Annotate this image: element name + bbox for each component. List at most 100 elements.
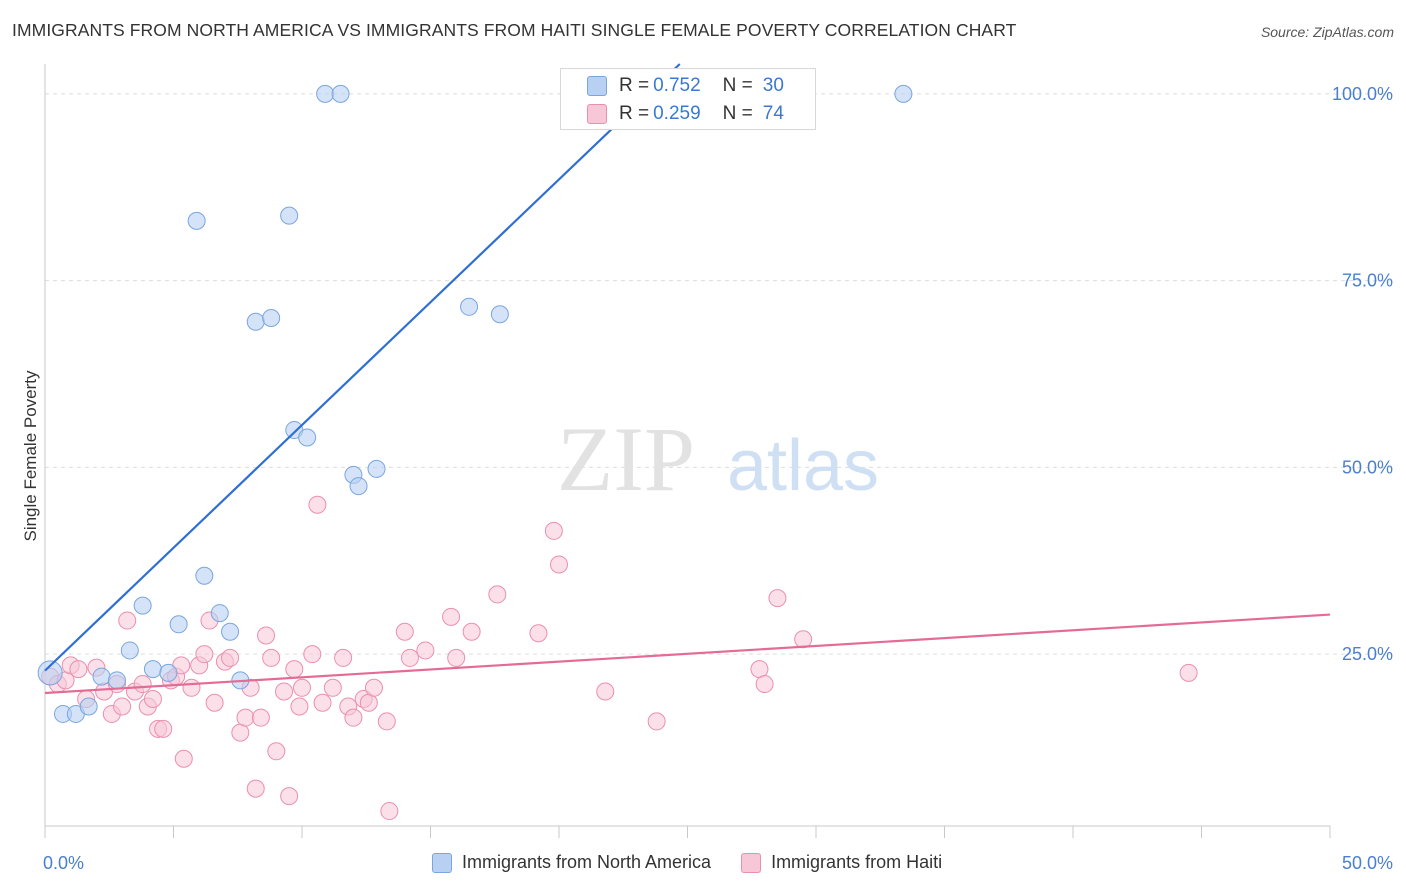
y-axis-label: Single Female Poverty [21,370,40,542]
haiti-point [246,779,265,798]
haiti-point [308,495,327,514]
haiti-point [285,660,304,679]
haiti-point [400,648,419,667]
haiti-point [462,622,481,641]
haiti-point [143,690,162,708]
haiti-point [221,648,240,667]
grid-lines [45,93,1392,655]
haiti-point [416,641,435,660]
haiti-point [267,742,286,761]
stats-row-haiti: R = 0.259 N = 74 [587,103,784,125]
north-america-point [169,615,188,634]
haiti-point [488,585,507,604]
north-america-point [490,305,509,324]
north-america-point [120,641,139,660]
haiti-point [154,719,173,738]
north-america-point [143,660,162,679]
legend-item-haiti[interactable]: Immigrants from Haiti [741,852,942,873]
haiti-point [447,648,466,667]
stats-row-north-america: R = 0.752 N = 30 [587,75,784,97]
haiti-point [344,708,363,727]
haiti-point [313,693,332,712]
haiti-trend-line [44,613,1331,695]
haiti-point [380,802,399,821]
haiti-legend-label: Immigrants from Haiti [771,852,943,872]
x-tick-label-min: 0.0% [43,853,84,873]
haiti-r-value: 0.259 [653,103,701,124]
haiti-n-value: 74 [762,103,784,124]
north-america-point [37,660,63,686]
x-tick-label-max: 50.0% [1342,853,1393,873]
north-america-r-value: 0.752 [653,75,701,96]
haiti-point [231,723,250,742]
north-america-point [159,663,178,682]
haiti-point [750,660,769,679]
n-label: N = [722,103,753,124]
bottom-legend: Immigrants from North America Immigrants… [432,852,972,873]
haiti-point [251,708,270,727]
north-america-point [133,596,152,615]
haiti-point [257,626,276,645]
north-america-legend-swatch [432,852,452,873]
haiti-point [303,645,322,664]
north-america-point [280,206,299,225]
stats-legend: R = 0.752 N = 30 R = 0.259 N = 74 [560,68,816,130]
haiti-point [113,697,132,716]
source-label: Source: ZipAtlas.com [1260,24,1394,40]
haiti-point [364,678,383,697]
north-america-point [187,211,206,230]
r-label: R = [619,75,650,96]
axes [44,64,1331,838]
north-america-point [195,566,214,585]
n-label: N = [722,75,753,96]
haiti-point [323,678,342,697]
legend-item-north-america[interactable]: Immigrants from North America [432,852,711,873]
tick-labels: 25.0% 50.0% 75.0% 100.0% 0.0% 50.0% [43,84,1393,873]
haiti-point [236,708,255,727]
haiti-point [182,678,201,697]
haiti-point [544,521,563,540]
north-america-point [246,312,265,331]
north-america-n-value: 30 [762,75,784,96]
haiti-point [529,624,548,643]
haiti-point [794,630,813,649]
north-america-point [79,697,98,716]
y-tick-label: 50.0% [1342,457,1393,477]
haiti-legend-swatch [741,852,762,873]
north-america-point [331,84,350,103]
north-america-point [349,477,368,496]
haiti-point [1179,663,1198,682]
haiti-point [118,611,137,630]
haiti-swatch [587,104,607,124]
haiti-point [205,693,224,712]
haiti-point [262,648,281,667]
watermark-zip: ZIP [557,408,695,510]
north-america-points [37,84,913,723]
haiti-point [195,645,214,664]
haiti-point [442,607,461,626]
y-tick-label: 75.0% [1342,271,1393,291]
chart-title: IMMIGRANTS FROM NORTH AMERICA VS IMMIGRA… [12,20,1017,40]
haiti-point [275,682,294,701]
north-america-swatch [587,76,607,96]
north-america-point [894,84,913,103]
north-america-point [262,309,281,327]
y-tick-label: 25.0% [1342,644,1393,664]
north-america-point [367,459,386,478]
haiti-point [768,589,787,608]
north-america-point [210,604,229,623]
north-america-legend-label: Immigrants from North America [462,852,712,872]
r-label: R = [619,103,650,124]
north-america-trend-line [44,63,681,672]
north-america-point [460,297,479,316]
haiti-point [550,555,568,574]
haiti-point [359,693,378,712]
haiti-point [377,712,396,731]
haiti-point [290,697,309,716]
watermark: ZIP atlas [557,408,879,510]
haiti-point [647,712,666,731]
north-america-point [298,428,317,447]
haiti-point [596,682,615,701]
haiti-point [69,660,88,679]
